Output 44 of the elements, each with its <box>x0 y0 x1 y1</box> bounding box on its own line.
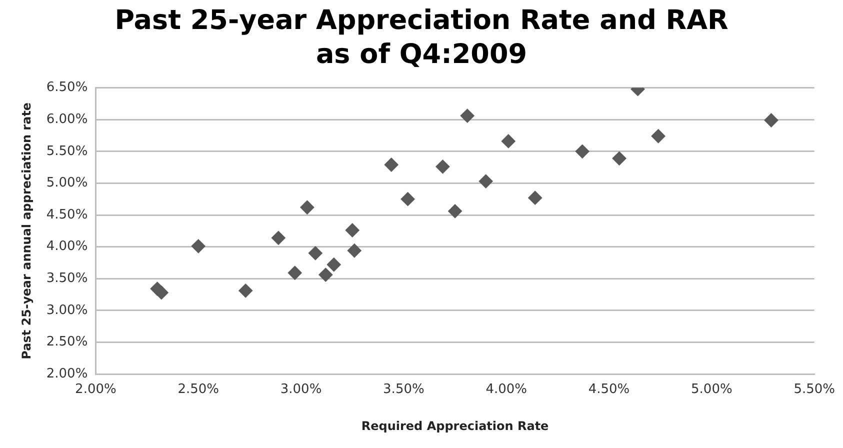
point <box>448 204 462 218</box>
point <box>318 268 333 282</box>
point <box>238 284 253 298</box>
x-tick-label: 2.50% <box>178 382 220 398</box>
x-tick-label: 4.50% <box>588 382 630 398</box>
chart-title: Past 25-year Appreciation Rate and RAR as of Q4:2009 <box>114 4 730 72</box>
point <box>528 190 542 205</box>
point <box>460 108 474 123</box>
x-tick-label: 4.00% <box>486 382 528 398</box>
point <box>478 174 493 188</box>
point <box>154 286 168 300</box>
x-tick-label: 5.00% <box>691 382 732 398</box>
y-tick-label: 5.50% <box>46 144 88 159</box>
x-tick-label: 3.50% <box>383 382 424 398</box>
point <box>288 266 302 280</box>
y-tick-label: 4.00% <box>46 239 88 254</box>
point <box>651 129 666 144</box>
point <box>347 244 362 258</box>
point <box>436 160 450 174</box>
point <box>612 151 626 166</box>
point <box>345 223 360 238</box>
y-tick-label: 3.00% <box>46 302 88 318</box>
y-tick-label: 5.00% <box>46 176 88 191</box>
point <box>764 113 778 128</box>
y-tick-label: 2.00% <box>46 366 88 382</box>
x-axis-title: Required Appreciation Rate <box>361 418 549 433</box>
point <box>575 144 590 158</box>
point <box>300 200 314 214</box>
y-axis-title: Past 25-year annual appreciation rate <box>19 102 34 360</box>
point <box>384 158 398 172</box>
y-tick-label: 6.00% <box>46 112 88 127</box>
y-tick-label: 4.50% <box>46 207 88 222</box>
point <box>326 258 341 272</box>
x-tick-label: 3.00% <box>280 382 322 398</box>
y-tick-label: 2.50% <box>46 334 88 350</box>
point <box>271 230 286 245</box>
y-tick-label: 6.50% <box>46 80 88 96</box>
x-tick-label: 5.50% <box>794 382 836 398</box>
point <box>191 239 206 254</box>
point <box>501 134 516 148</box>
x-tick-label: 2.00% <box>75 382 116 398</box>
y-tick-label: 3.50% <box>46 270 88 286</box>
point <box>400 192 415 206</box>
point <box>308 246 322 260</box>
